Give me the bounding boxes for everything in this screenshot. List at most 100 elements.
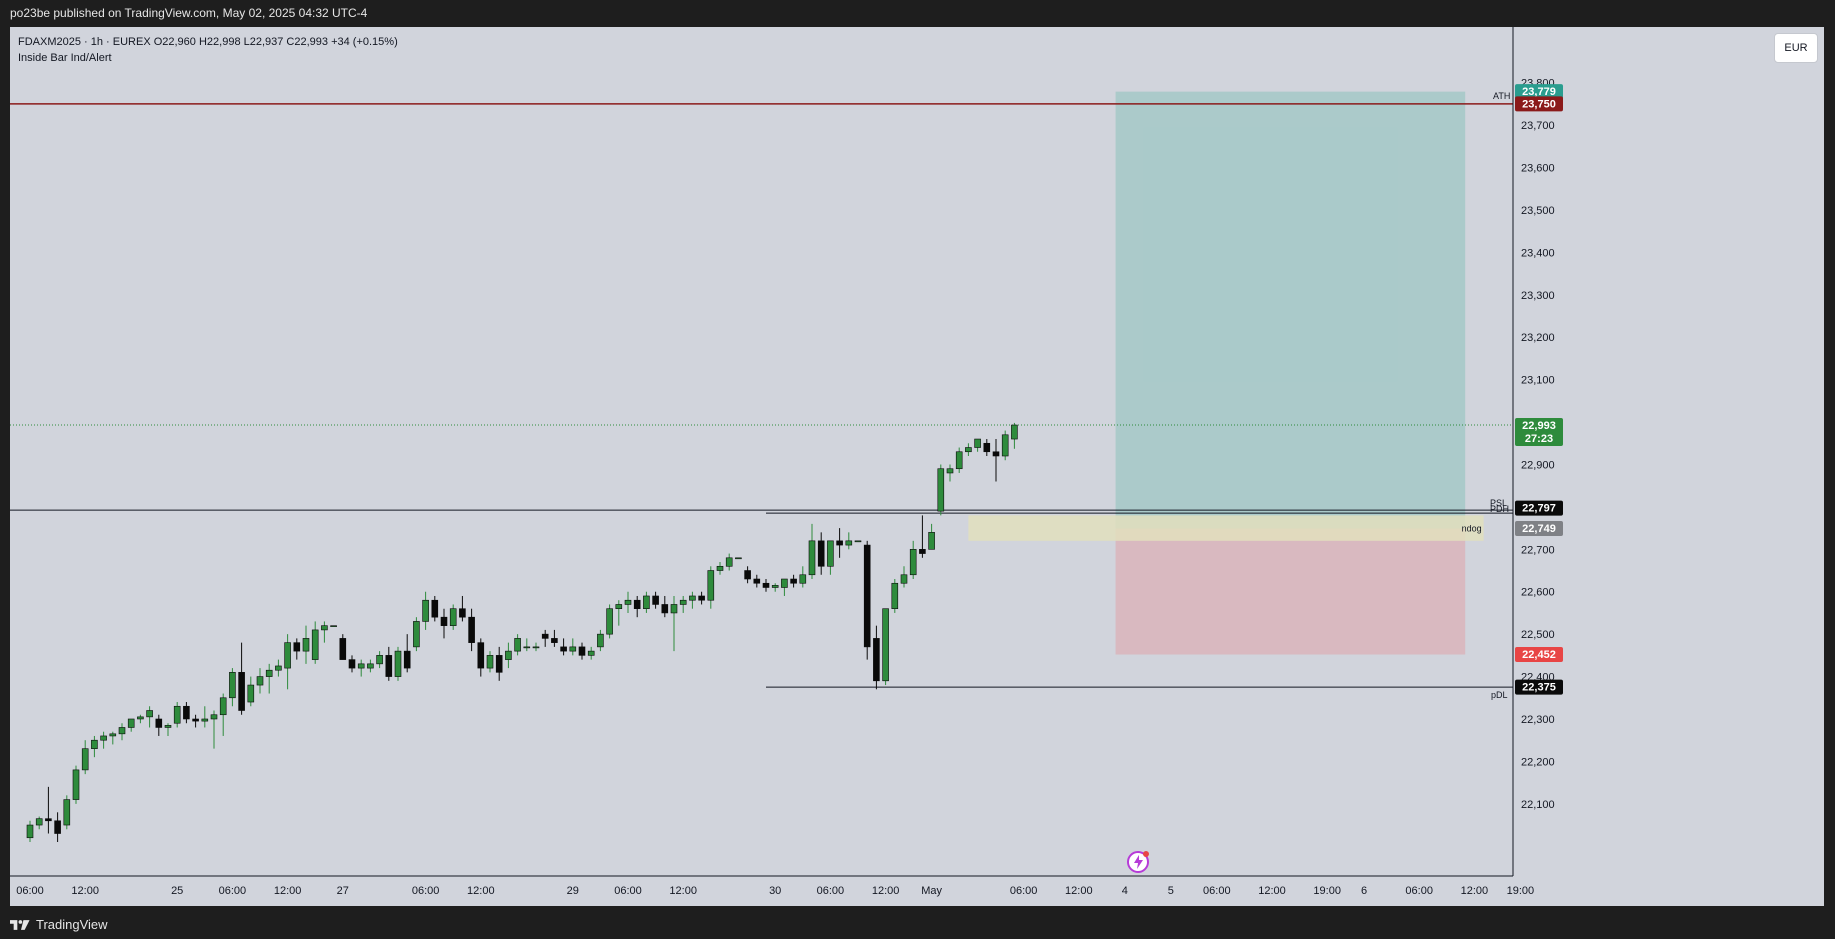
candle-body (578, 646, 586, 656)
current-price-tag: 22,993 (1522, 420, 1556, 432)
pdh-price-tag-bg (1515, 500, 1563, 516)
currency-button[interactable]: EUR (1774, 33, 1818, 63)
candle-body (348, 659, 356, 669)
candle-body (505, 650, 512, 660)
candle-body (863, 544, 871, 648)
pdl-price-tag: 22,375 (1522, 682, 1556, 694)
ath-label: ATH (1493, 91, 1510, 101)
candle-body (109, 733, 117, 737)
candle-body (983, 442, 991, 453)
candle-body (569, 646, 577, 652)
time-tick-label: 12:00 (1461, 885, 1489, 897)
candle-body (643, 595, 650, 610)
candle-body (587, 650, 595, 656)
time-tick-label: 12:00 (71, 885, 99, 897)
candle-body (560, 646, 567, 652)
candle-body (459, 608, 466, 618)
time-tick-label: 12:00 (1258, 885, 1286, 897)
candle-body (477, 642, 485, 669)
time-tick-label: May (921, 885, 942, 897)
candle-body (1001, 434, 1009, 457)
candle-body (928, 532, 935, 550)
candle-body (753, 578, 761, 584)
candle-body (357, 663, 365, 669)
price-tick-label: 23,300 (1521, 290, 1555, 302)
candle-body (164, 725, 172, 728)
candle-body (679, 599, 687, 605)
candle-body (54, 820, 61, 834)
price-tick-label: 22,500 (1521, 629, 1555, 641)
candle-body (551, 638, 558, 643)
candle-body (597, 633, 604, 648)
candle-body (173, 705, 181, 724)
candle-body (35, 818, 43, 826)
ndog-price-tag-bg (1515, 521, 1563, 537)
countdown-label: 27:23 (1525, 433, 1553, 445)
tradingview-logo[interactable]: TradingView (10, 917, 108, 932)
candle-body (891, 582, 899, 610)
candle-body (339, 638, 347, 660)
candle-body (275, 665, 282, 671)
candle-body (118, 727, 126, 735)
candle-body (624, 599, 632, 605)
stop-zone (1115, 528, 1466, 655)
candle-body (532, 646, 540, 649)
candle-body (771, 585, 779, 588)
candle-body (486, 655, 494, 669)
candle-body (403, 650, 411, 669)
time-tick-label: 06:00 (614, 885, 642, 897)
ndog-price-tag: 22,749 (1522, 523, 1556, 535)
candle-body (827, 540, 834, 567)
notification-dot-icon (1143, 851, 1149, 857)
price-tick-label: 22,900 (1521, 459, 1555, 471)
candle-body (965, 447, 972, 453)
time-tick-label: 27 (337, 885, 349, 897)
chart-legend: FDAXM2025 · 1h · EUREX O22,960 H22,998 L… (18, 34, 398, 66)
candle-body (937, 468, 945, 512)
candle-body (670, 604, 678, 614)
candle-body (652, 595, 659, 605)
time-tick-label: 4 (1122, 885, 1128, 897)
candle-body (781, 578, 788, 588)
candle-body (836, 540, 843, 546)
candle-body (854, 540, 862, 543)
time-tick-label: 06:00 (412, 885, 440, 897)
time-tick-label: 06:00 (1010, 885, 1038, 897)
pdh-price-tag: 22,797 (1522, 503, 1556, 515)
price-tick-label: 23,600 (1521, 163, 1555, 175)
candle-body (256, 676, 264, 686)
candle-body (63, 799, 71, 826)
time-tick-label: 06:00 (817, 885, 845, 897)
candle-body (100, 735, 107, 741)
chart-frame[interactable]: ndog ATH PSL PDH pDL 22,100 22,200 22,300 22,400… (10, 27, 1824, 906)
candle-body (91, 739, 98, 749)
price-tick-label: 23,700 (1521, 120, 1555, 132)
candle-body (845, 540, 853, 546)
candle-body (367, 663, 374, 669)
candle-body (413, 621, 420, 648)
target-zone (1115, 91, 1466, 529)
brand-name: TradingView (36, 917, 108, 932)
candle-body (900, 574, 908, 584)
candle-body (449, 608, 457, 626)
candle-body (238, 672, 245, 711)
candle-body (293, 642, 301, 652)
price-tick-label: 23,400 (1521, 247, 1555, 259)
indicator-label[interactable]: Inside Bar Ind/Alert (18, 52, 112, 64)
candle-body (661, 604, 669, 614)
psl-label: PSL (1490, 498, 1507, 508)
candle-body (247, 684, 255, 703)
ath-price-tag: 23,750 (1522, 98, 1556, 110)
candle-body (201, 718, 209, 722)
pdl-label: pDL (1491, 690, 1508, 700)
price-tick-label: 22,100 (1521, 799, 1555, 811)
target-price-tag: 23,779 (1522, 86, 1556, 98)
pdh-label: PDH (1490, 504, 1509, 514)
price-chart[interactable]: ndogATHPSLPDHpDL22,10022,20022,30022,400… (10, 27, 1824, 906)
candle-body (541, 633, 549, 639)
time-tick-label: 30 (769, 885, 781, 897)
candle-body (744, 570, 751, 580)
candle-body (873, 638, 880, 682)
candle-body (974, 438, 981, 448)
symbol-ohlc-line: FDAXM2025 · 1h · EUREX O22,960 H22,998 L… (18, 36, 398, 48)
